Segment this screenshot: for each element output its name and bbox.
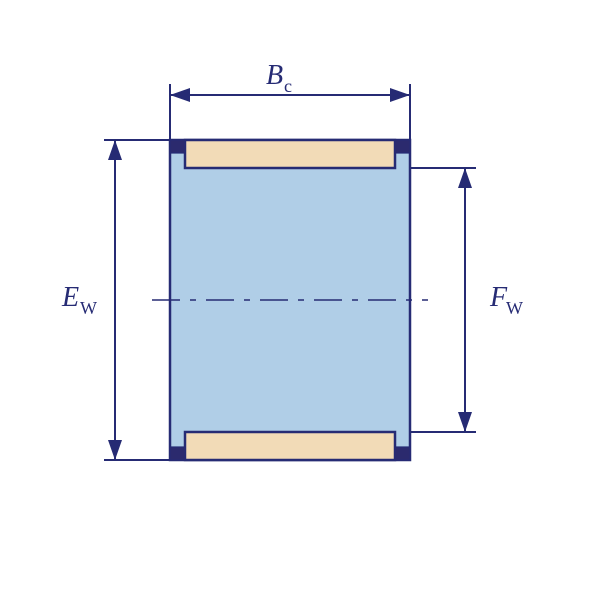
dim-label-sub: W: [80, 298, 97, 318]
dim-label-main: B: [266, 60, 283, 91]
corner-block: [395, 140, 410, 153]
dim-label-main: E: [61, 282, 79, 313]
dim-label-sub: W: [506, 298, 523, 318]
corner-block: [170, 140, 185, 153]
corner-block: [395, 447, 410, 460]
roller-top: [185, 140, 395, 168]
dim-label-sub: c: [284, 76, 292, 96]
roller-bottom: [185, 432, 395, 460]
corner-block: [170, 447, 185, 460]
bearing-diagram: BcEWFW: [0, 0, 600, 600]
